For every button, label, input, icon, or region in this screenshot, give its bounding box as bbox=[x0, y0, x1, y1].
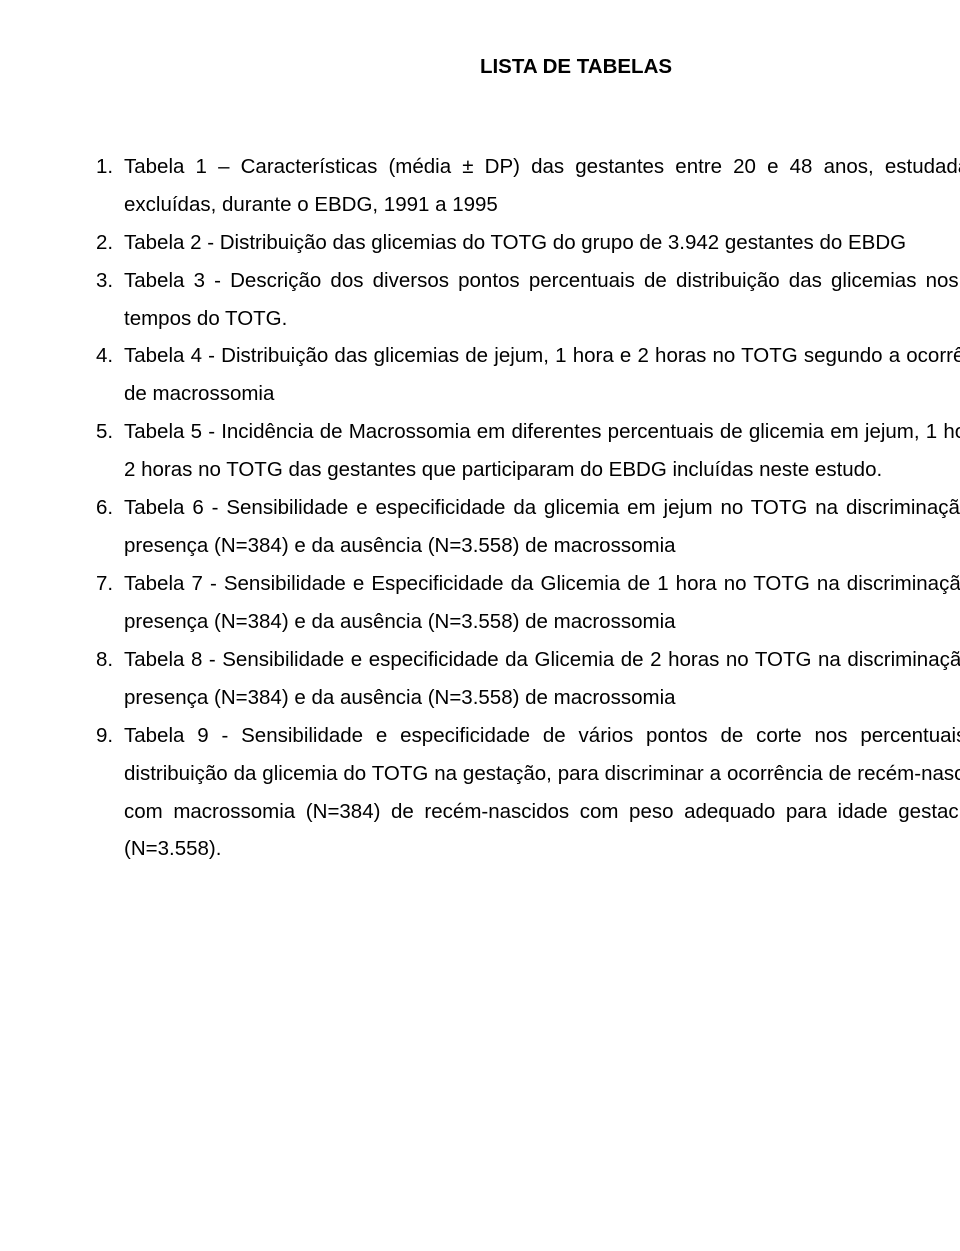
item-description: Tabela 4 - Distribuição das glicemias de… bbox=[124, 337, 960, 413]
item-description: Tabela 6 - Sensibilidade e especificidad… bbox=[124, 489, 960, 565]
list-item: 4. Tabela 4 - Distribuição das glicemias… bbox=[96, 337, 960, 413]
item-description: Tabela 9 - Sensibilidade e especificidad… bbox=[124, 717, 960, 869]
item-description: Tabela 5 - Incidência de Macrossomia em … bbox=[124, 413, 960, 489]
item-description: Tabela 1 – Características (média ± DP) … bbox=[124, 148, 960, 224]
table-of-tables: 1. Tabela 1 – Características (média ± D… bbox=[96, 148, 960, 869]
list-item: 1. Tabela 1 – Características (média ± D… bbox=[96, 148, 960, 224]
item-description: Tabela 8 - Sensibilidade e especificidad… bbox=[124, 641, 960, 717]
page-column-header: Pág. bbox=[96, 112, 960, 150]
list-item: 8. Tabela 8 - Sensibilidade e especifici… bbox=[96, 641, 960, 717]
list-item: 6. Tabela 6 - Sensibilidade e especifici… bbox=[96, 489, 960, 565]
item-number: 2. bbox=[96, 224, 124, 262]
item-number: 5. bbox=[96, 413, 124, 451]
item-number: 8. bbox=[96, 641, 124, 679]
item-number: 7. bbox=[96, 565, 124, 603]
item-number: 4. bbox=[96, 337, 124, 375]
item-number: 3. bbox=[96, 262, 124, 300]
item-description: Tabela 2 - Distribuição das glicemias do… bbox=[124, 224, 960, 262]
list-item: 7. Tabela 7 - Sensibilidade e Especifici… bbox=[96, 565, 960, 641]
page-title: LISTA DE TABELAS bbox=[96, 48, 960, 86]
item-description: Tabela 7 - Sensibilidade e Especificidad… bbox=[124, 565, 960, 641]
list-item: 9. Tabela 9 - Sensibilidade e especifici… bbox=[96, 717, 960, 869]
item-number: 6. bbox=[96, 489, 124, 527]
item-number: 9. bbox=[96, 717, 124, 755]
list-item: 3. Tabela 3 - Descrição dos diversos pon… bbox=[96, 262, 960, 338]
list-item: 5. Tabela 5 - Incidência de Macrossomia … bbox=[96, 413, 960, 489]
item-number: 1. bbox=[96, 148, 124, 186]
item-description: Tabela 3 - Descrição dos diversos pontos… bbox=[124, 262, 960, 338]
list-item: 2. Tabela 2 - Distribuição das glicemias… bbox=[96, 224, 960, 262]
